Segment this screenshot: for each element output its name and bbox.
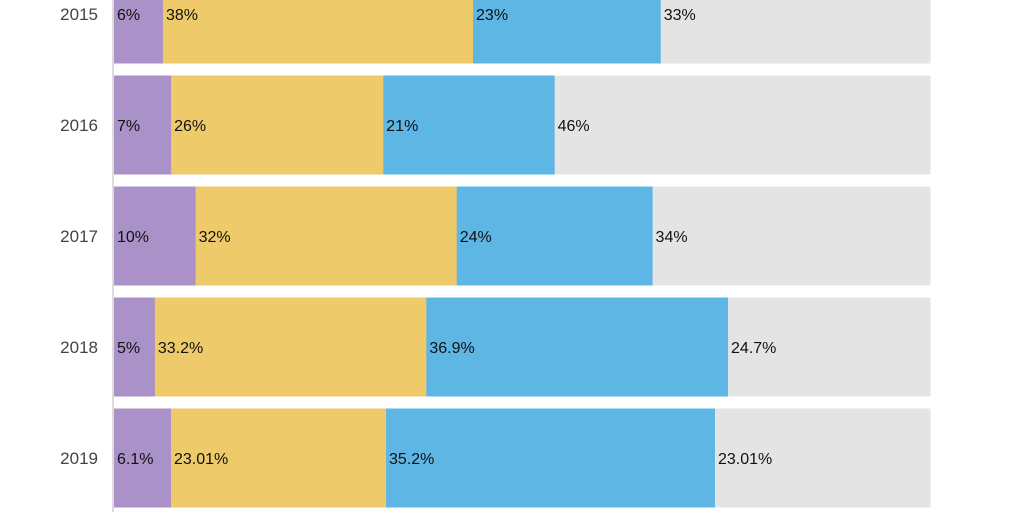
bar-segment xyxy=(456,186,654,286)
data-label: 32% xyxy=(199,229,231,246)
data-label: 34% xyxy=(656,229,688,246)
bar-segment xyxy=(652,186,931,286)
category-label: 2019 xyxy=(60,449,98,468)
bar-segment xyxy=(554,75,931,175)
bar-segment xyxy=(114,297,156,397)
data-label: 33.2% xyxy=(158,340,203,357)
data-label: 46% xyxy=(558,118,590,135)
data-label: 24% xyxy=(460,229,492,246)
bar-segment xyxy=(114,0,164,64)
data-label: 23.01% xyxy=(174,451,228,468)
data-label: 21% xyxy=(386,118,418,135)
bar-segment xyxy=(114,408,172,508)
data-label: 33% xyxy=(664,7,696,24)
data-label: 7% xyxy=(117,118,140,135)
bar-segment xyxy=(114,75,172,175)
bar-segment xyxy=(714,408,931,508)
bar-segment xyxy=(426,297,729,397)
data-label: 6.1% xyxy=(117,451,153,468)
data-label: 23% xyxy=(476,7,508,24)
bars-layer: 2015 6% 38% 23% 33% 2016 7% 26% 21% 46% 2017 10% 32%… xyxy=(60,0,931,508)
bar-segment xyxy=(383,75,556,175)
data-label: 26% xyxy=(174,118,206,135)
category-label: 2018 xyxy=(60,338,98,357)
bar-segment xyxy=(728,297,931,397)
data-label: 35.2% xyxy=(389,451,434,468)
bar-segment xyxy=(386,408,716,508)
data-label: 38% xyxy=(166,7,198,24)
data-label: 36.9% xyxy=(429,340,474,357)
data-label: 6% xyxy=(117,7,140,24)
data-label: 23.01% xyxy=(718,451,772,468)
bar-segment xyxy=(154,297,427,397)
category-label: 2016 xyxy=(60,116,98,135)
bar-segment xyxy=(171,408,387,508)
data-label: 5% xyxy=(117,340,140,357)
bar-segment xyxy=(114,186,197,286)
data-label: 24.7% xyxy=(731,340,776,357)
category-label: 2017 xyxy=(60,227,98,246)
bar-segment xyxy=(473,0,662,64)
bar-segment xyxy=(660,0,931,64)
bar-segment xyxy=(195,186,458,286)
category-label: 2015 xyxy=(60,5,98,24)
data-label: 10% xyxy=(117,229,149,246)
bar-segment xyxy=(162,0,474,64)
bar-segment xyxy=(171,75,384,175)
